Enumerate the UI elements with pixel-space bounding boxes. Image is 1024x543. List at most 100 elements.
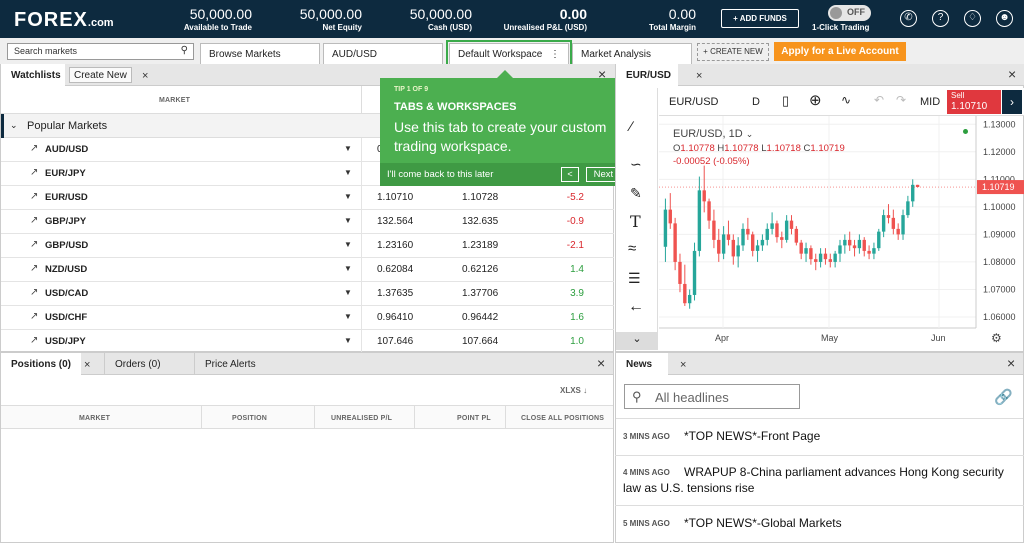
close-icon[interactable]: × <box>597 355 606 371</box>
add-funds-button[interactable]: + ADD FUNDS <box>721 9 799 28</box>
table-row[interactable]: ↗ USD/JPY ▼ 107.646 107.664 1.0 <box>1 330 614 354</box>
back-arrow-icon[interactable]: ← <box>628 298 644 315</box>
close-icon[interactable]: × <box>680 359 687 371</box>
create-new-watchlist-button[interactable]: Create New <box>69 67 132 83</box>
chevron-down-icon[interactable]: ▼ <box>344 240 352 249</box>
tab-market-analysis[interactable]: Market Analysis <box>572 43 692 65</box>
chart-icon[interactable]: ↗ <box>30 287 39 298</box>
sell-price[interactable]: 1.37635 <box>377 288 414 299</box>
sell-button[interactable]: Sell 1.10710 <box>947 90 1001 114</box>
chart-icon[interactable]: ↗ <box>30 215 39 226</box>
link-icon[interactable]: 🔗 <box>994 389 1013 406</box>
sell-price[interactable]: 0.96410 <box>377 312 414 323</box>
tab-aud-usd[interactable]: AUD/USD <box>323 43 443 65</box>
export-xlsx-button[interactable]: XLXS ↓ <box>560 386 587 395</box>
interval-selector[interactable]: D <box>752 96 760 108</box>
buy-price[interactable]: 132.635 <box>462 216 499 227</box>
close-icon[interactable]: × <box>142 70 149 82</box>
tab-orders[interactable]: Orders (0) <box>104 353 194 375</box>
chevron-down-icon[interactable]: ▼ <box>344 336 352 345</box>
undo-icon[interactable]: ↶ <box>874 93 885 107</box>
table-row[interactable]: ↗ EUR/USD ▼ 1.10710 1.10728 -5.2 <box>1 186 614 210</box>
chevron-down-icon[interactable]: ▼ <box>344 216 352 225</box>
phone-icon[interactable]: ✆ <box>900 10 917 27</box>
user-icon[interactable]: ☻ <box>996 10 1013 27</box>
table-row[interactable]: ↗ GBP/JPY ▼ 132.564 132.635 -0.9 <box>1 210 614 234</box>
news-item[interactable]: 5 MINS AGO *TOP NEWS*-Global Markets <box>615 506 1024 543</box>
chart-icon[interactable]: ↗ <box>30 191 39 202</box>
buy-price[interactable]: 107.664 <box>462 336 499 347</box>
fib-tool-icon[interactable]: ☰ <box>628 270 641 286</box>
apply-live-account-button[interactable]: Apply for a Live Account <box>774 42 906 61</box>
search-markets-input[interactable]: Search markets ⚲ <box>7 43 194 60</box>
chevron-down-icon[interactable]: ▼ <box>344 264 352 273</box>
tab-default-workspace[interactable]: Default Workspace ⋮ <box>449 43 569 65</box>
settings-icon[interactable]: ⚙ <box>991 331 1002 345</box>
tab-positions[interactable]: Positions (0) <box>1 353 81 375</box>
sell-price[interactable]: 1.10710 <box>377 192 414 203</box>
news-item[interactable]: 3 MINS AGO *TOP NEWS*-Front Page <box>615 418 1024 456</box>
sell-price[interactable]: 132.564 <box>377 216 414 227</box>
notifications-icon[interactable]: ♢ <box>964 10 981 27</box>
table-row[interactable]: ↗ USD/CAD ▼ 1.37635 1.37706 3.9 <box>1 282 614 306</box>
buy-price[interactable]: 1.37706 <box>462 288 499 299</box>
close-icon[interactable]: × <box>1007 355 1016 371</box>
chevron-down-icon[interactable]: ▼ <box>344 312 352 321</box>
indicators-icon[interactable]: ∿ <box>841 93 852 107</box>
text-tool-icon[interactable]: T <box>630 212 641 231</box>
close-icon[interactable]: × <box>696 70 703 82</box>
price-type-selector[interactable]: MID <box>920 96 941 108</box>
chevron-down-icon[interactable]: ⌄ <box>616 332 658 350</box>
close-icon[interactable]: × <box>1008 66 1017 82</box>
chart-icon[interactable]: ↗ <box>30 335 39 346</box>
sell-price[interactable]: 107.646 <box>377 336 414 347</box>
chart-icon[interactable]: ↗ <box>30 311 39 322</box>
tip-dismiss-link[interactable]: I'll come back to this later <box>387 169 494 180</box>
buy-price[interactable]: 0.62126 <box>462 264 499 275</box>
chart-icon[interactable]: ↗ <box>30 143 39 154</box>
chevron-down-icon[interactable]: ▼ <box>344 288 352 297</box>
candles-icon[interactable]: ▯ <box>782 93 790 108</box>
brush-tool-icon[interactable]: ∽ <box>630 156 642 172</box>
table-row[interactable]: ↗ GBP/USD ▼ 1.23160 1.23189 -2.1 <box>1 234 614 258</box>
chart-symbol[interactable]: EUR/USD <box>669 96 719 108</box>
tab-news[interactable]: News <box>616 353 668 375</box>
chevron-down-icon[interactable]: ▼ <box>344 192 352 201</box>
buy-price[interactable]: 0.96442 <box>462 312 499 323</box>
table-row[interactable]: ↗ NZD/USD ▼ 0.62084 0.62126 1.4 <box>1 258 614 282</box>
close-all-positions-button[interactable]: CLOSE ALL POSITIONS <box>521 415 605 422</box>
redo-icon[interactable]: ↷ <box>896 93 907 107</box>
help-icon[interactable]: ? <box>932 10 949 27</box>
buy-price[interactable]: 1.10728 <box>462 192 499 203</box>
tab-watchlists[interactable]: Watchlists <box>1 64 65 86</box>
tip-prev-button[interactable]: < <box>561 167 579 182</box>
chart-icon[interactable]: ↗ <box>30 263 39 274</box>
price-chart[interactable]: 1.13000 1.12000 1.11000 1.10000 1.09000 1.080… <box>659 116 1024 350</box>
expand-trade-arrow-icon[interactable]: › <box>1002 90 1022 114</box>
chart-icon[interactable]: ↗ <box>30 167 39 178</box>
add-indicator-icon[interactable]: ⊕ <box>809 92 822 109</box>
tab-price-alerts[interactable]: Price Alerts <box>194 353 284 375</box>
buy-price[interactable]: 1.23189 <box>462 240 499 251</box>
brand-logo[interactable]: FOREX.com <box>14 9 114 32</box>
create-workspace-button[interactable]: + CREATE NEW <box>697 43 769 61</box>
pattern-tool-icon[interactable]: ≈ <box>628 240 637 257</box>
sell-price[interactable]: 0.62084 <box>377 264 414 275</box>
chevron-down-icon[interactable]: ▼ <box>344 144 352 153</box>
close-icon[interactable]: × <box>598 66 607 82</box>
table-row[interactable]: ↗ EUR/JPY ▼ <box>1 162 614 186</box>
news-item[interactable]: 4 MINS AGO WRAPUP 8-China parliament adv… <box>615 456 1024 506</box>
close-icon[interactable]: × <box>84 359 91 371</box>
chart-icon[interactable]: ↗ <box>30 239 39 250</box>
table-row[interactable]: ↗ USD/CHF ▼ 0.96410 0.96442 1.6 <box>1 306 614 330</box>
more-options-icon[interactable]: ⋮ <box>550 49 560 60</box>
news-search-input[interactable]: ⚲ All headlines <box>624 384 800 409</box>
sell-price[interactable]: 1.23160 <box>377 240 414 251</box>
pen-tool-icon[interactable]: ✎ <box>630 185 642 201</box>
tab-browse-markets[interactable]: Browse Markets <box>200 43 320 65</box>
chevron-down-icon[interactable]: ⌄ <box>745 129 754 139</box>
tab-eur-usd-chart[interactable]: EUR/USD <box>616 64 678 86</box>
one-click-trading-toggle[interactable]: OFF <box>828 5 871 21</box>
chevron-down-icon[interactable]: ▼ <box>344 168 352 177</box>
line-tool-icon[interactable]: ∕ <box>630 118 633 134</box>
